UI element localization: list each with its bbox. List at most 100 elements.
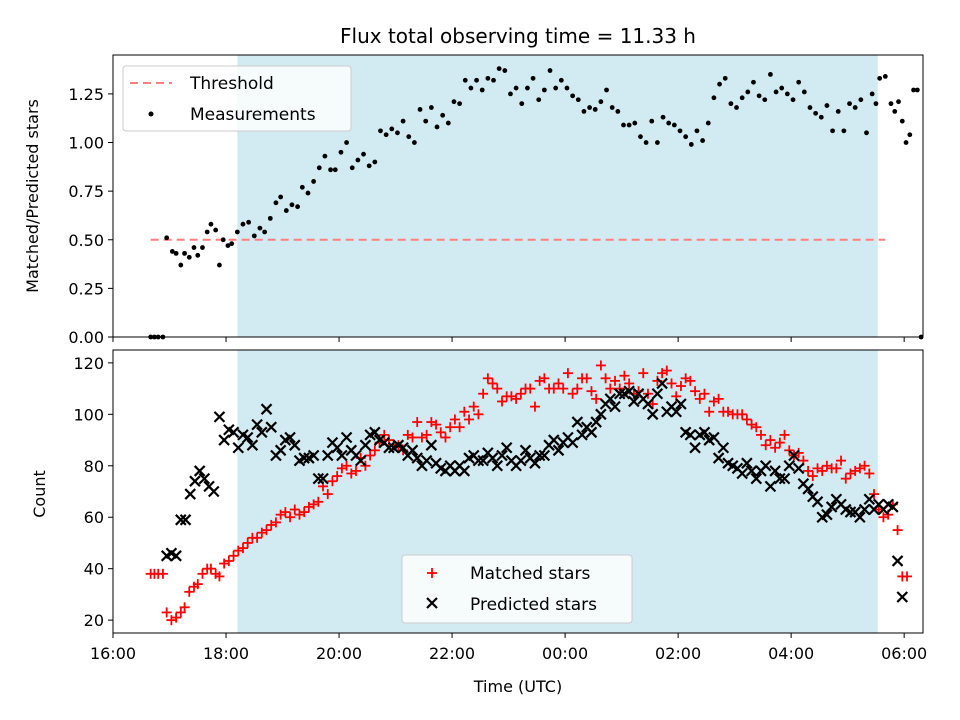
predicted-star-marker bbox=[576, 429, 588, 441]
predicted-star-marker bbox=[321, 449, 334, 462]
ratio-y-ticks: 0.00 0.25 0.50 0.75 1.00 1.25 bbox=[68, 85, 113, 347]
count-x-tick-label: 06:00 bbox=[881, 644, 927, 663]
count-y-axis-label: Count bbox=[30, 470, 49, 518]
cross-stroke bbox=[392, 439, 405, 451]
measurement-point bbox=[896, 99, 901, 105]
cross-stroke bbox=[882, 498, 894, 511]
cross-stroke bbox=[708, 431, 720, 444]
matched-star-marker bbox=[562, 368, 573, 379]
measurement-point bbox=[751, 79, 756, 85]
cross-stroke bbox=[764, 480, 777, 493]
measurement-point bbox=[389, 126, 395, 132]
cross-stroke bbox=[175, 514, 187, 526]
matched-star-marker bbox=[529, 401, 540, 412]
cross-stroke bbox=[689, 441, 701, 454]
measurement-point bbox=[841, 128, 847, 134]
cross-stroke bbox=[227, 426, 240, 439]
cross-stroke bbox=[858, 503, 871, 516]
matched-star-marker bbox=[223, 555, 234, 566]
cross-stroke bbox=[722, 457, 734, 469]
predicted-star-marker bbox=[340, 431, 353, 444]
measurement-point bbox=[869, 91, 875, 97]
matched-star-marker bbox=[765, 435, 776, 446]
predicted-star-marker bbox=[642, 398, 654, 410]
cross-stroke bbox=[726, 459, 739, 472]
measurement-point bbox=[801, 89, 807, 95]
predicted-star-marker bbox=[750, 472, 763, 485]
measurement-point bbox=[204, 229, 210, 235]
predicted-star-marker bbox=[477, 454, 489, 467]
predicted-star-marker bbox=[256, 426, 268, 439]
matched-star-marker bbox=[280, 507, 291, 518]
predicted-star-marker bbox=[170, 550, 182, 562]
predicted-star-marker bbox=[684, 429, 697, 441]
cross-stroke bbox=[595, 408, 607, 421]
cross-stroke bbox=[698, 426, 711, 439]
predicted-star-marker bbox=[548, 434, 560, 446]
cross-stroke bbox=[863, 493, 876, 505]
measurement-point bbox=[525, 85, 530, 91]
predicted-star-marker bbox=[670, 405, 683, 418]
measurement-point bbox=[858, 97, 864, 103]
matched-star-marker bbox=[431, 419, 442, 430]
cross-stroke bbox=[406, 444, 419, 457]
predicted-star-marker bbox=[698, 426, 711, 439]
cross-stroke bbox=[783, 459, 796, 472]
measurement-point bbox=[592, 107, 598, 112]
measurement-point bbox=[283, 208, 289, 213]
measurement-point bbox=[553, 85, 559, 91]
measurement-point bbox=[654, 140, 660, 145]
cross-stroke bbox=[189, 475, 201, 487]
cross-stroke bbox=[256, 426, 268, 439]
measurement-point bbox=[208, 221, 214, 227]
measurement-point bbox=[762, 97, 768, 103]
cross-stroke bbox=[458, 465, 471, 477]
predicted-star-marker bbox=[675, 398, 687, 410]
matched-star-marker bbox=[666, 378, 677, 389]
legend-measurement-label: Measurements bbox=[190, 105, 316, 125]
predicted-star-marker bbox=[491, 459, 504, 472]
measurement-point bbox=[164, 235, 170, 241]
legend-matched-swatch bbox=[427, 568, 437, 578]
predicted-star-marker bbox=[759, 459, 772, 472]
cross-stroke bbox=[274, 444, 287, 457]
predicted-star-marker bbox=[284, 431, 296, 444]
count-y-tick-label: 120 bbox=[73, 354, 104, 373]
matched-star-marker bbox=[515, 388, 526, 399]
matched-star-marker bbox=[511, 393, 522, 404]
matched-star-marker bbox=[252, 532, 263, 543]
matched-star-marker bbox=[197, 568, 208, 579]
predicted-star-marker bbox=[708, 431, 720, 444]
matched-star-marker bbox=[779, 429, 790, 440]
legend-plus-marker bbox=[427, 568, 437, 578]
legend-predicted-label: Predicted stars bbox=[470, 595, 597, 615]
predicted-star-marker bbox=[595, 408, 607, 421]
matched-star-marker bbox=[179, 602, 190, 613]
matched-star-marker bbox=[440, 432, 451, 443]
measurement-point bbox=[474, 77, 479, 83]
cross-stroke bbox=[491, 459, 504, 472]
measurement-point bbox=[173, 250, 179, 256]
measurement-point bbox=[299, 184, 305, 190]
predicted-star-marker bbox=[825, 501, 838, 513]
predicted-star-marker bbox=[590, 416, 602, 428]
count-y-tick-label: 80 bbox=[84, 457, 104, 476]
cross-stroke bbox=[496, 449, 508, 462]
cross-stroke bbox=[679, 426, 692, 439]
matched-star-marker bbox=[831, 463, 842, 474]
matched-star-marker bbox=[171, 612, 182, 623]
matched-star-marker bbox=[760, 440, 771, 451]
measurement-point bbox=[768, 72, 773, 77]
matched-star-marker bbox=[365, 450, 376, 461]
predicted-star-marker bbox=[533, 449, 546, 462]
count-y-tick-label: 40 bbox=[84, 560, 104, 579]
predicted-star-marker bbox=[774, 472, 786, 485]
measurement-point bbox=[445, 120, 451, 126]
matched-star-marker bbox=[586, 386, 597, 397]
matched-star-marker bbox=[270, 517, 281, 528]
matched-star-marker bbox=[205, 563, 216, 574]
measurement-point bbox=[899, 118, 905, 124]
cross-stroke bbox=[397, 441, 409, 454]
measurement-point bbox=[564, 85, 570, 91]
matched-star-marker bbox=[756, 429, 766, 440]
